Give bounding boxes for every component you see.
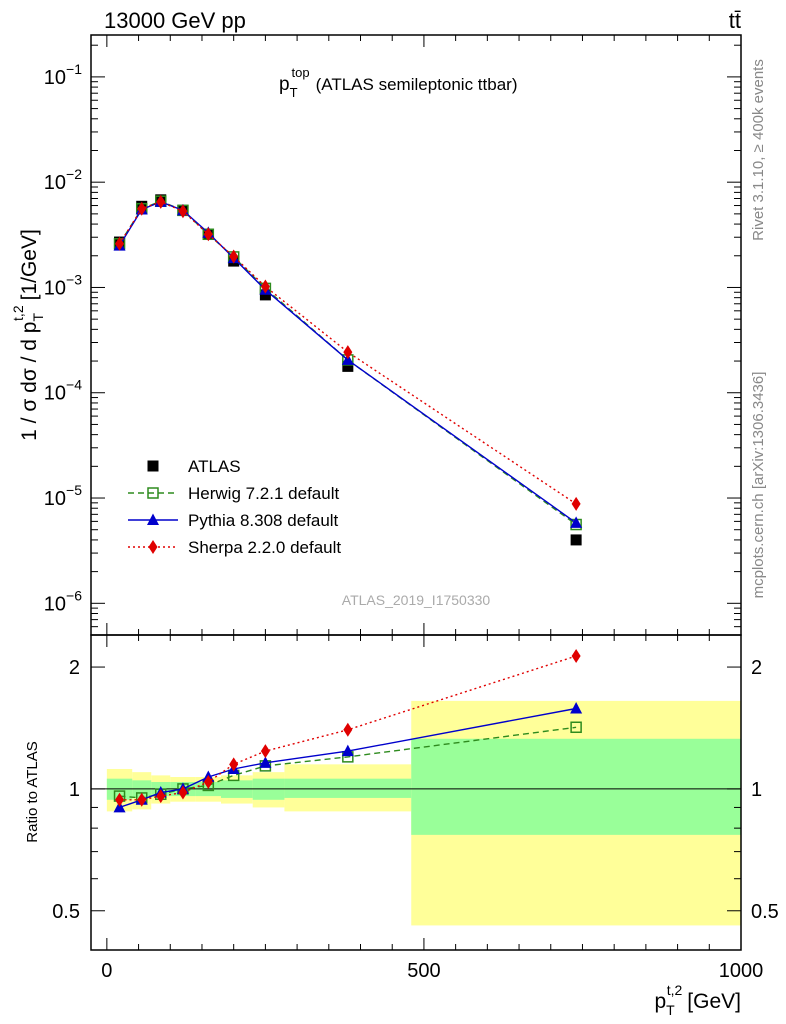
plot-title-rest: (ATLAS semileptonic ttbar) xyxy=(316,75,518,94)
y-tick-label-mantissa: 10 xyxy=(44,67,66,89)
y-tick-label-exponent: −4 xyxy=(66,377,82,393)
legend-label-herwig-7-2-1-default: Herwig 7.2.1 default xyxy=(188,484,339,503)
y-tick-label: 10−1 xyxy=(44,61,82,89)
data-point-pythia-8-308-default xyxy=(570,516,583,528)
legend-marker-pythia-8-308-default xyxy=(147,513,159,525)
x-tick-label: 1000 xyxy=(719,960,764,982)
y-tick-label-mantissa: 10 xyxy=(44,488,66,510)
y-tick-label-exponent: −2 xyxy=(66,166,82,182)
ratio-series-sherpa-2-2-0-default xyxy=(115,648,581,807)
y-tick-label-exponent: −3 xyxy=(66,271,82,287)
main-ylabel-sub: T xyxy=(30,313,46,322)
data-point-atlas xyxy=(259,289,271,301)
band-inner-segment xyxy=(284,778,412,798)
y-tick-label: 10−5 xyxy=(44,482,82,510)
header-right-label: tt̄ xyxy=(729,8,741,33)
ratio-y-tick-label-right: 2 xyxy=(751,657,762,679)
ratio-point-sherpa-2-2-0-default xyxy=(156,789,166,804)
ratio-y-tick-label: 0.5 xyxy=(52,901,80,923)
legend-label-atlas: ATLAS xyxy=(188,457,241,476)
ratio-point-sherpa-2-2-0-default xyxy=(229,757,239,772)
x-axis-label-sup: t,2 xyxy=(667,982,683,998)
legend-label-pythia-8-308-default: Pythia 8.308 default xyxy=(188,511,339,530)
analysis-label: ATLAS_2019_I1750330 xyxy=(342,592,491,608)
data-point-sherpa-2-2-0-default xyxy=(178,204,188,219)
y-tick-label: 10−6 xyxy=(44,587,82,615)
plot-title: pTtop (ATLAS semileptonic ttbar) xyxy=(279,65,517,100)
ratio-point-sherpa-2-2-0-default xyxy=(571,648,581,663)
main-ylabel-sup: t,2 xyxy=(10,305,26,321)
y-tick-label-exponent: −1 xyxy=(66,61,82,77)
data-point-atlas xyxy=(570,534,582,546)
ratio-point-pythia-8-308-default xyxy=(570,701,583,714)
data-point-pythia-8-308-default xyxy=(341,353,354,365)
data-point-sherpa-2-2-0-default xyxy=(137,201,147,216)
uncertainty-bands xyxy=(106,700,741,926)
x-axis-label-text: p xyxy=(654,990,666,1013)
ratio-point-sherpa-2-2-0-default xyxy=(260,744,270,759)
ratio-point-sherpa-2-2-0-default xyxy=(137,792,147,807)
data-point-sherpa-2-2-0-default xyxy=(260,279,270,294)
legend-marker-sherpa-2-2-0-default xyxy=(148,540,158,554)
ratio-point-sherpa-2-2-0-default xyxy=(115,792,125,807)
ratio-y-tick-label-right: 0.5 xyxy=(751,901,779,923)
data-point-atlas xyxy=(342,360,354,372)
main-ylabel-unit: [1/GeV] xyxy=(18,229,41,300)
main-plot-panel: 10−110−210−310−410−510−6 pTtop(ATLAS sem… xyxy=(10,34,742,636)
rivet-version-label: Rivet 3.1.10, ≥ 400k events xyxy=(750,59,767,241)
ratio-point-sherpa-2-2-0-default xyxy=(203,775,213,790)
data-point-sherpa-2-2-0-default xyxy=(203,227,213,242)
series-sherpa-2-2-0-default xyxy=(115,194,581,511)
ratio-point-sherpa-2-2-0-default xyxy=(178,785,188,800)
data-point-sherpa-2-2-0-default xyxy=(229,249,239,264)
ratio-y-tick-label: 1 xyxy=(69,779,80,801)
x-tick-label: 0 xyxy=(101,960,112,982)
legend-marker-atlas xyxy=(147,460,159,472)
y-tick-label-exponent: −5 xyxy=(66,482,82,498)
x-axis-label-unit: [GeV] xyxy=(687,990,741,1013)
ratio-plot-panel: 0 500 1000 0.5 0.5 1 1 2 2 Ratio to ATLAS pTt,2[… xyxy=(24,634,779,1018)
ratio-point-sherpa-2-2-0-default xyxy=(343,722,353,737)
y-tick-label-mantissa: 10 xyxy=(44,593,66,615)
ratio-y-tick-label: 2 xyxy=(69,657,80,679)
main-ylabel-text: 1 / σ dσ / d p xyxy=(18,322,41,441)
legend: ATLAS Herwig 7.2.1 default Pythia 8.308 de… xyxy=(128,457,341,557)
ratio-point-pythia-8-308-default xyxy=(259,756,272,768)
y-tick-label-mantissa: 10 xyxy=(44,172,66,194)
header-left-label: 13000 GeV pp xyxy=(104,8,246,33)
legend-label-sherpa-2-2-0-default: Sherpa 2.2.0 default xyxy=(188,538,341,557)
x-tick-label: 500 xyxy=(407,960,440,982)
data-point-sherpa-2-2-0-default xyxy=(343,345,353,360)
ratio-point-pythia-8-308-default xyxy=(341,744,354,757)
data-point-sherpa-2-2-0-default xyxy=(156,194,166,209)
y-tick-label-mantissa: 10 xyxy=(44,277,66,299)
data-point-sherpa-2-2-0-default xyxy=(115,236,125,251)
mcplots-label: mcplots.cern.ch [arXiv:1306.3436] xyxy=(750,372,767,599)
x-axis-label: pTt,2 [GeV] xyxy=(654,982,741,1018)
plot-title-main: p xyxy=(279,74,290,95)
ratio-y-tick-label-right: 1 xyxy=(751,779,762,801)
svg-text:1 / σ dσ / d pTt,2[1/GeV]: 1 / σ dσ / d pTt,2 [1/GeV] xyxy=(10,229,46,441)
ratio-plot-frame xyxy=(90,634,742,951)
data-point-sherpa-2-2-0-default xyxy=(571,496,581,511)
x-axis-label-sub: T xyxy=(666,1002,675,1018)
band-inner-segment xyxy=(411,738,741,835)
y-tick-label-exponent: −6 xyxy=(66,587,82,603)
y-tick-label: 10−2 xyxy=(44,166,82,194)
y-tick-label: 10−4 xyxy=(44,377,82,405)
ratio-point-herwig-7-2-1-default xyxy=(570,721,582,734)
plot-title-sub: T xyxy=(290,85,298,100)
main-ylabel: 1 / σ dσ / d pTt,2 [1/GeV] xyxy=(10,229,46,441)
y-tick-label: 10−3 xyxy=(44,271,82,299)
plot-title-sup: top xyxy=(292,65,310,80)
ratio-ylabel: Ratio to ATLAS xyxy=(24,741,41,842)
legend-marker-herwig-7-2-1-default xyxy=(147,487,159,499)
y-tick-label-mantissa: 10 xyxy=(44,383,66,405)
